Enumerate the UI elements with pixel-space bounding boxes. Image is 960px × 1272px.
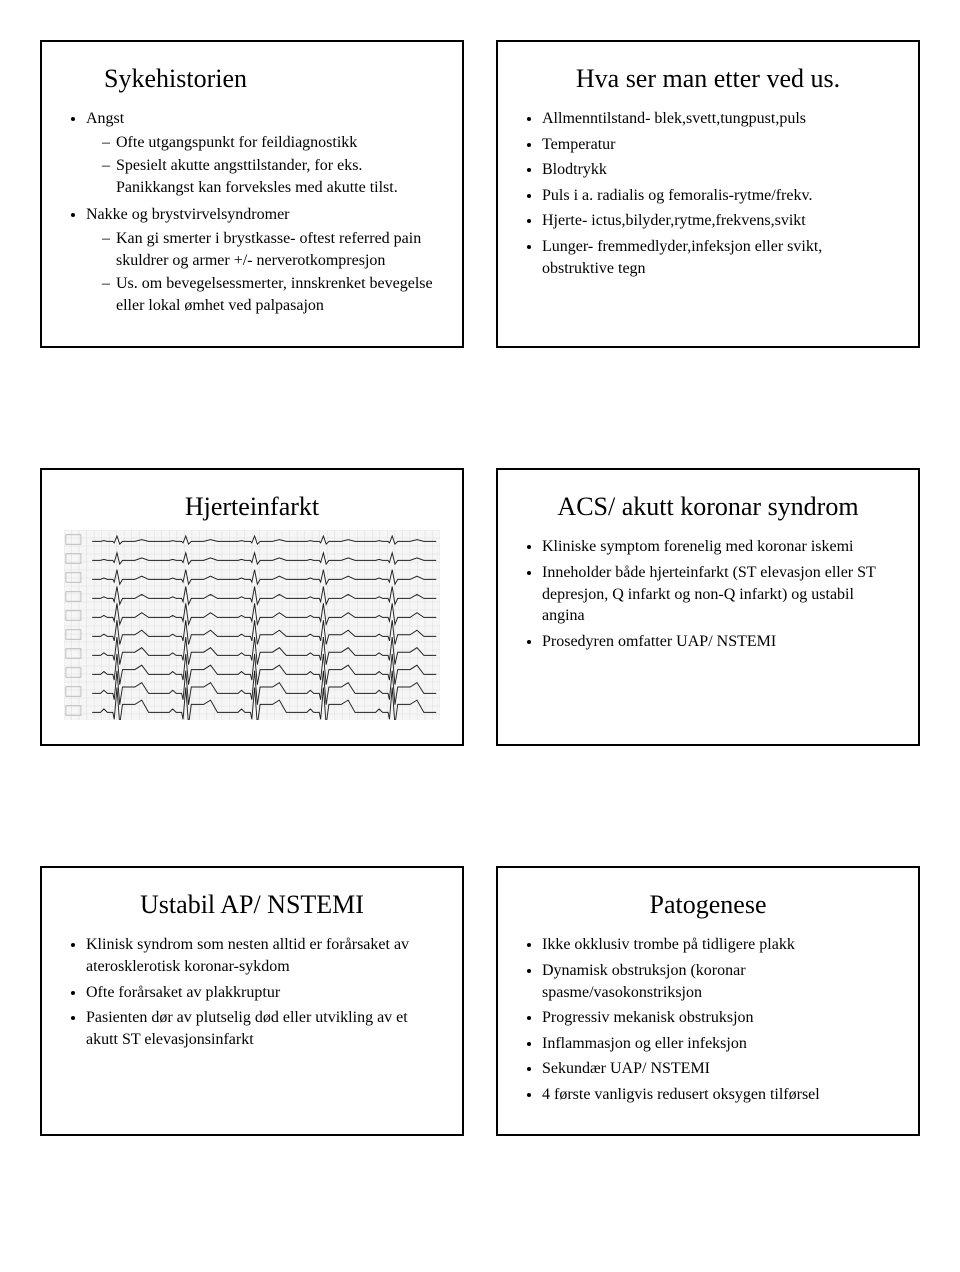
bullet-list: Klinisk syndrom som nesten alltid er for… [64, 934, 440, 1050]
sub-item: Kan gi smerter i brystkasse- oftest refe… [102, 228, 440, 271]
sub-list: Ofte utgangspunkt for feildiagnostikk Sp… [86, 132, 440, 199]
bullet-item: Kliniske symptom forenelig med koronar i… [542, 536, 896, 558]
bullet-item: Nakke og brystvirvelsyndromer Kan gi sme… [86, 204, 440, 316]
slide-title: Hjerteinfarkt [64, 492, 440, 522]
slide-title: Patogenese [520, 890, 896, 920]
bullet-item: Temperatur [542, 134, 896, 156]
sub-list: Kan gi smerter i brystkasse- oftest refe… [86, 228, 440, 316]
bullet-item: Angst Ofte utgangspunkt for feildiagnost… [86, 108, 440, 198]
sub-item: Spesielt akutte angsttilstander, for eks… [102, 155, 440, 198]
slide-title: Sykehistorien [64, 64, 440, 94]
slide-grid: Sykehistorien Angst Ofte utgangspunkt fo… [40, 40, 920, 1136]
slide-title: Hva ser man etter ved us. [520, 64, 896, 94]
slide-sykehistorien: Sykehistorien Angst Ofte utgangspunkt fo… [40, 40, 464, 348]
bullet-item: Klinisk syndrom som nesten alltid er for… [86, 934, 440, 977]
bullet-item: 4 første vanligvis redusert oksygen tilf… [542, 1084, 896, 1106]
ecg-image [64, 530, 440, 720]
bullet-item: Inflammasjon og eller infeksjon [542, 1033, 896, 1055]
slide-title: Ustabil AP/ NSTEMI [64, 890, 440, 920]
bullet-item: Progressiv mekanisk obstruksjon [542, 1007, 896, 1029]
bullet-item: Sekundær UAP/ NSTEMI [542, 1058, 896, 1080]
slide-acs: ACS/ akutt koronar syndrom Kliniske symp… [496, 468, 920, 746]
bullet-item: Allmenntilstand- blek,svett,tungpust,pul… [542, 108, 896, 130]
bullet-item: Inneholder både hjerteinfarkt (ST elevas… [542, 562, 896, 627]
slide-patogenese: Patogenese Ikke okklusiv trombe på tidli… [496, 866, 920, 1135]
sub-item: Us. om bevegelsessmerter, innskrenket be… [102, 273, 440, 316]
bullet-item: Ikke okklusiv trombe på tidligere plakk [542, 934, 896, 956]
bullet-text: Angst [86, 110, 124, 127]
sub-item: Ofte utgangspunkt for feildiagnostikk [102, 132, 440, 154]
slide-title: ACS/ akutt koronar syndrom [520, 492, 896, 522]
bullet-item: Hjerte- ictus,bilyder,rytme,frekvens,svi… [542, 210, 896, 232]
bullet-item: Dynamisk obstruksjon (koronar spasme/vas… [542, 960, 896, 1003]
bullet-text: Nakke og brystvirvelsyndromer [86, 206, 290, 223]
bullet-list: Ikke okklusiv trombe på tidligere plakk … [520, 934, 896, 1105]
bullet-item: Lunger- fremmedlyder,infeksjon eller svi… [542, 236, 896, 279]
slide-hjerteinfarkt: Hjerteinfarkt [40, 468, 464, 746]
bullet-list: Allmenntilstand- blek,svett,tungpust,pul… [520, 108, 896, 279]
bullet-item: Blodtrykk [542, 159, 896, 181]
bullet-list: Angst Ofte utgangspunkt for feildiagnost… [64, 108, 440, 316]
bullet-item: Prosedyren omfatter UAP/ NSTEMI [542, 631, 896, 653]
bullet-item: Puls i a. radialis og femoralis-rytme/fr… [542, 185, 896, 207]
bullet-item: Pasienten dør av plutselig død eller utv… [86, 1007, 440, 1050]
bullet-list: Kliniske symptom forenelig med koronar i… [520, 536, 896, 652]
slide-ustabil: Ustabil AP/ NSTEMI Klinisk syndrom som n… [40, 866, 464, 1135]
slide-hva-ser-man: Hva ser man etter ved us. Allmenntilstan… [496, 40, 920, 348]
bullet-item: Ofte forårsaket av plakkruptur [86, 982, 440, 1004]
